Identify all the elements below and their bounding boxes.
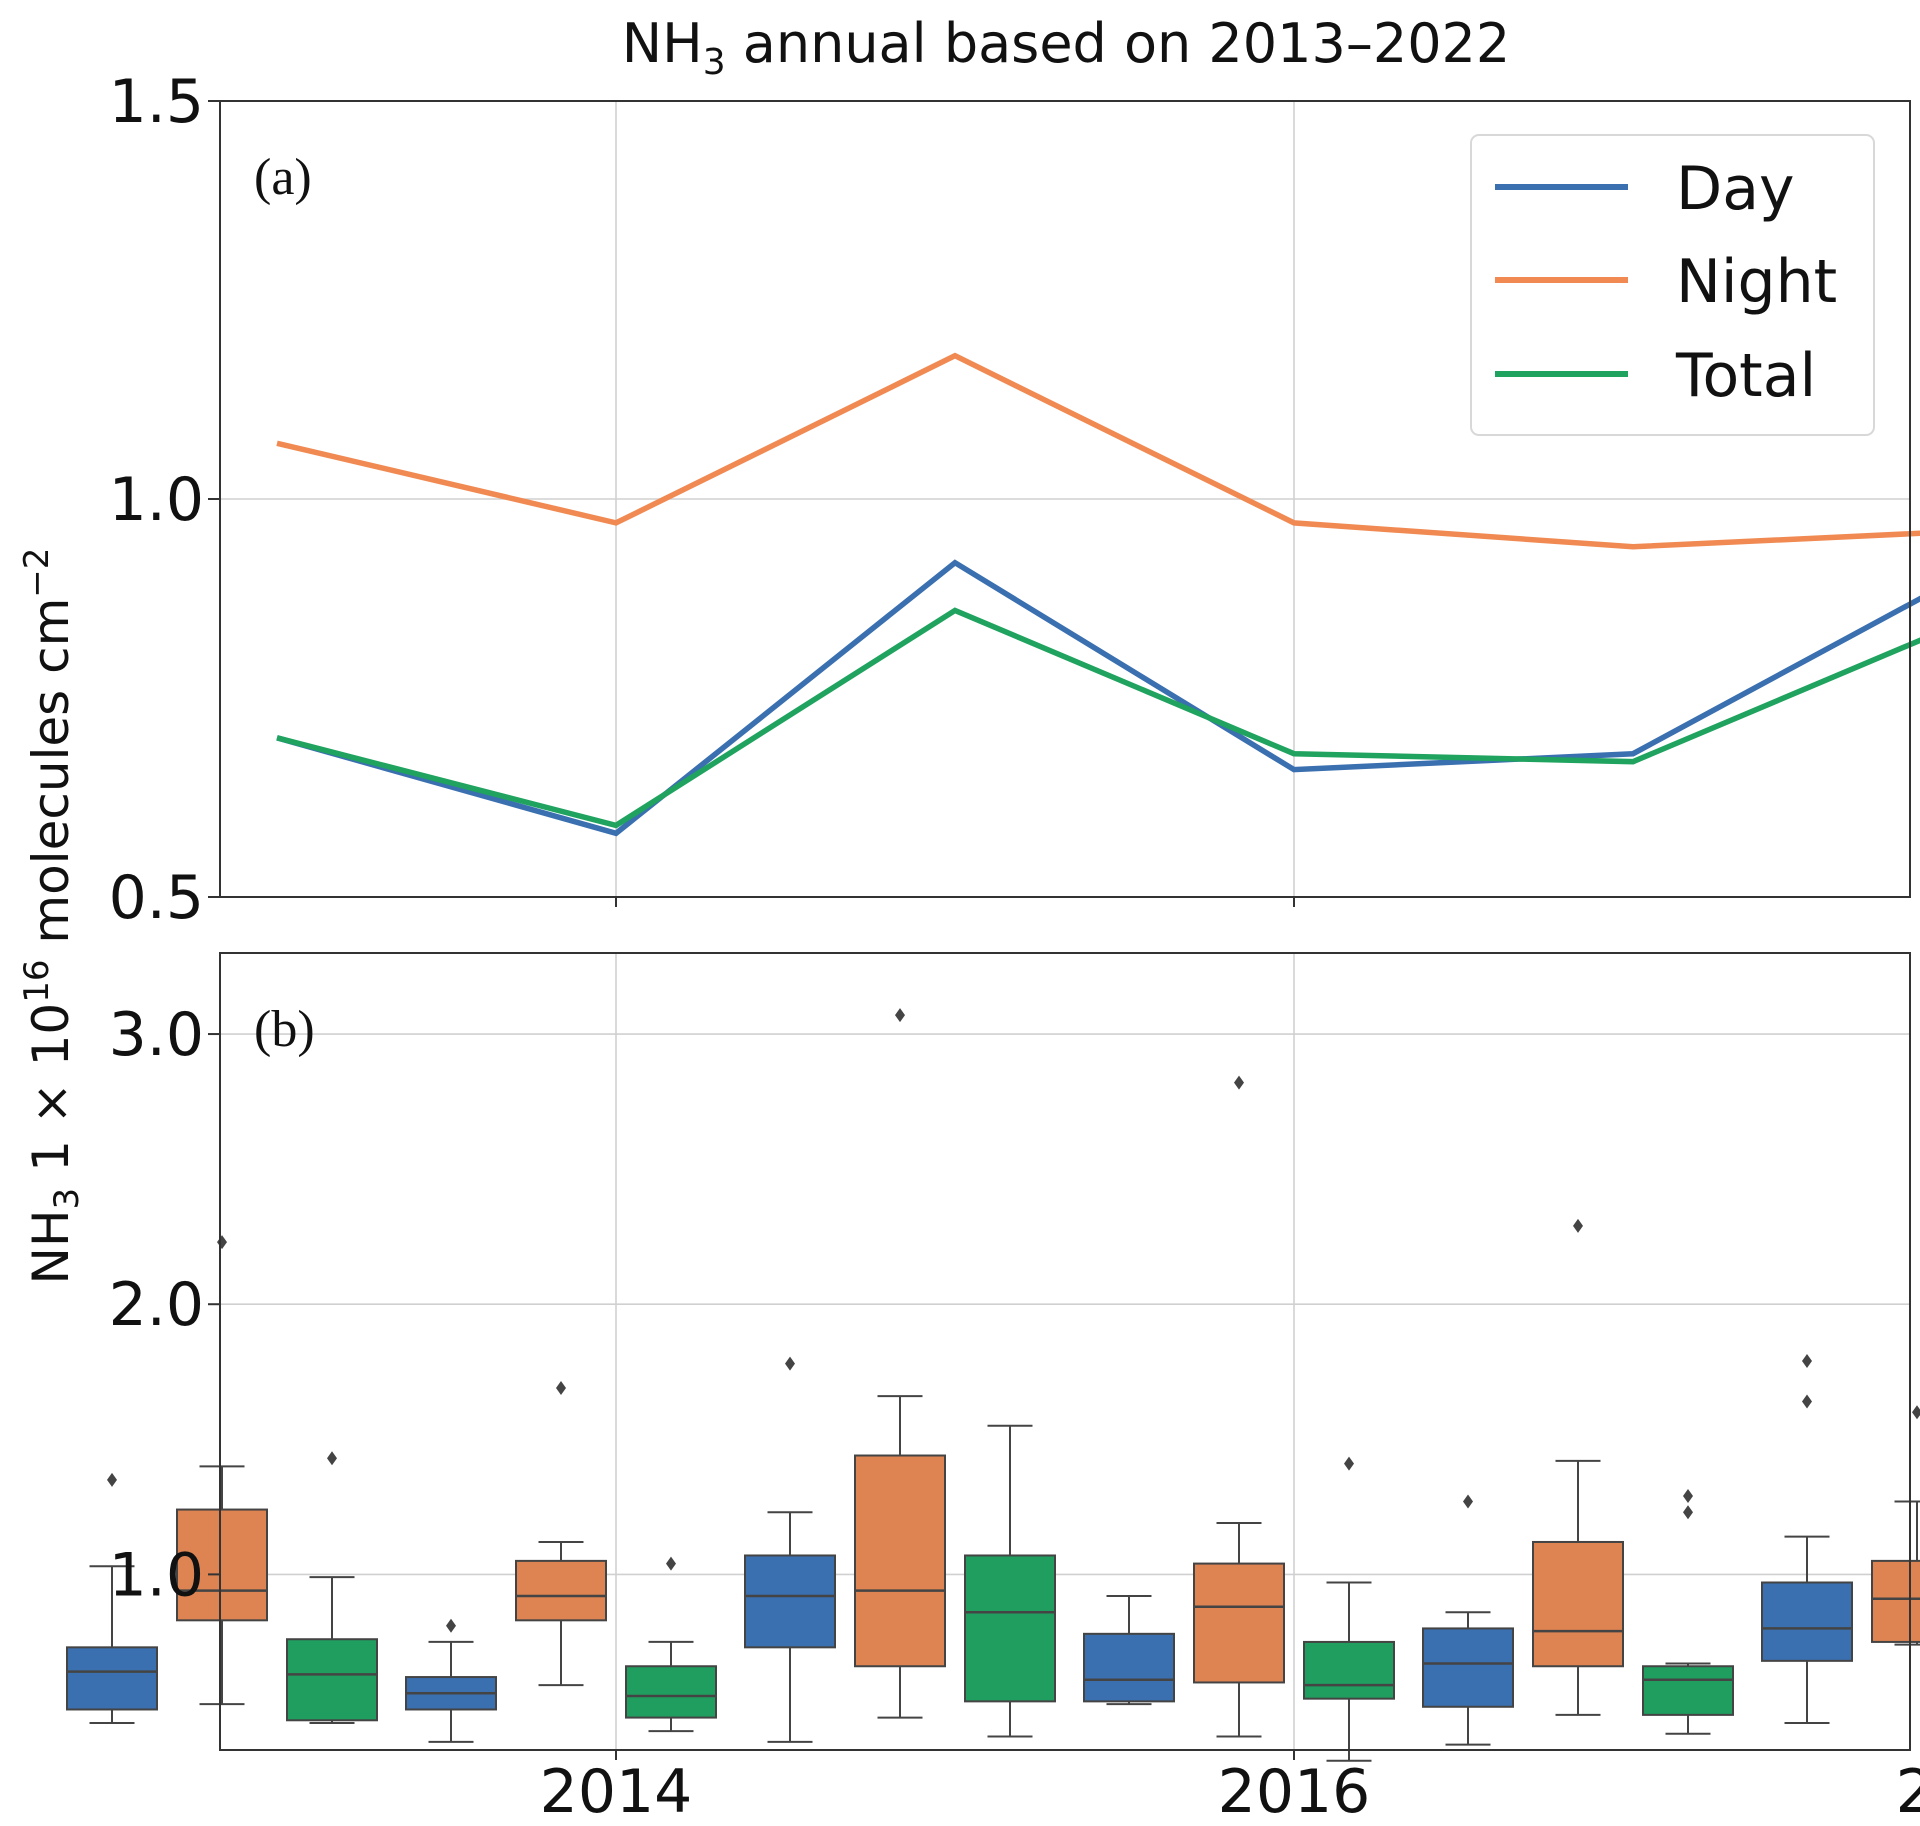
series-line-total xyxy=(276,607,1920,829)
outlier-point xyxy=(666,1556,676,1571)
box-total-2014 xyxy=(625,1556,717,1733)
panel-a-line-chart: 0.5 1.0 1.5 (a) Day Night Total xyxy=(109,67,1920,933)
box-day-2014 xyxy=(405,1618,497,1743)
legend-label-total: Total xyxy=(1675,341,1816,411)
outlier-point xyxy=(1912,1405,1920,1420)
panel-b-label: (b) xyxy=(254,1001,315,1058)
box-day-2016 xyxy=(1083,1595,1175,1706)
box-night-2015 xyxy=(854,1008,946,1719)
panel-b-x-ticks: 20142016201820202022 xyxy=(540,1750,1920,1826)
panel-a-series-lines xyxy=(276,352,1920,837)
panel-a-label: (a) xyxy=(254,149,312,206)
box-total-2016 xyxy=(1303,1456,1395,1762)
legend: Day Night Total xyxy=(1470,134,1875,436)
box-total-2015 xyxy=(964,1424,1056,1738)
box-iqr xyxy=(1761,1581,1853,1662)
outlier-point xyxy=(327,1451,337,1466)
panel-a-x-tickmarks xyxy=(615,897,1295,907)
outlier-point xyxy=(785,1356,795,1371)
panel-b-y-ticks: 1.0 2.0 3.0 xyxy=(109,1000,220,1610)
box-day-2017 xyxy=(1422,1494,1514,1746)
box-iqr xyxy=(66,1646,158,1711)
outlier-point xyxy=(1234,1075,1244,1090)
x-tick-label: 2016 xyxy=(1218,1757,1371,1826)
box-iqr xyxy=(1871,1559,1920,1643)
box-iqr xyxy=(1083,1632,1175,1703)
box-iqr xyxy=(1193,1562,1285,1684)
legend-label-night: Night xyxy=(1676,247,1837,317)
outlier-point xyxy=(1463,1494,1473,1509)
outlier-point xyxy=(1802,1394,1812,1409)
y-tick-label: 1.0 xyxy=(109,1540,204,1610)
box-day-2018 xyxy=(1761,1353,1853,1724)
box-iqr xyxy=(1642,1665,1734,1716)
outlier-point xyxy=(895,1008,905,1023)
outlier-point xyxy=(1683,1505,1693,1520)
box-total-2013 xyxy=(286,1451,378,1724)
series-line-night xyxy=(276,352,1920,550)
y-tick-label: 1.5 xyxy=(109,67,204,137)
y-tick-label: 3.0 xyxy=(109,1000,204,1070)
box-iqr xyxy=(286,1638,378,1722)
panel-b-box-chart: 1.02.03.0 20142016201820202022 (b) xyxy=(66,952,1920,1826)
panel-a-y-ticks: 0.5 1.0 1.5 xyxy=(109,67,220,933)
box-night-2017 xyxy=(1532,1218,1624,1716)
panel-b-boxes xyxy=(66,1008,1920,1762)
box-night-2016 xyxy=(1193,1075,1285,1738)
box-day-2015 xyxy=(744,1356,836,1743)
y-tick-label: 2.0 xyxy=(109,1270,204,1340)
outlier-point xyxy=(446,1618,456,1633)
box-iqr xyxy=(1532,1540,1624,1668)
y-axis-label: NH3 1 × 1016 molecules cm−2 xyxy=(17,548,87,1285)
panel-b-grid xyxy=(220,953,1910,1750)
outlier-point xyxy=(1802,1353,1812,1368)
box-iqr xyxy=(964,1554,1056,1703)
legend-box xyxy=(1470,134,1875,436)
outlier-point xyxy=(1683,1489,1693,1504)
series-line-day xyxy=(276,559,1920,837)
box-night-2013 xyxy=(176,1235,268,1706)
x-tick-label: 2014 xyxy=(540,1757,693,1826)
box-total-2017 xyxy=(1642,1489,1734,1735)
box-day-2013 xyxy=(66,1472,158,1724)
outlier-point xyxy=(1573,1218,1583,1233)
box-iqr xyxy=(1303,1640,1395,1700)
box-iqr xyxy=(625,1665,717,1719)
panel-b-frame xyxy=(219,952,1911,1751)
box-night-2014 xyxy=(515,1380,607,1687)
outlier-point xyxy=(217,1235,227,1250)
box-night-2018 xyxy=(1871,1405,1920,1646)
box-iqr xyxy=(515,1559,607,1622)
y-tick-label: 0.5 xyxy=(109,863,204,933)
legend-label-day: Day xyxy=(1676,154,1794,224)
x-tick-label: 2018 xyxy=(1896,1757,1920,1826)
box-iqr xyxy=(854,1454,946,1668)
box-iqr xyxy=(176,1508,268,1622)
y-tick-label: 1.0 xyxy=(109,465,204,535)
box-iqr xyxy=(744,1554,836,1649)
outlier-point xyxy=(107,1472,117,1487)
box-iqr xyxy=(1422,1627,1514,1708)
outlier-point xyxy=(1344,1456,1354,1471)
chart-title: NH3 annual based on 2013–2022 xyxy=(622,12,1511,83)
outlier-point xyxy=(556,1380,566,1395)
